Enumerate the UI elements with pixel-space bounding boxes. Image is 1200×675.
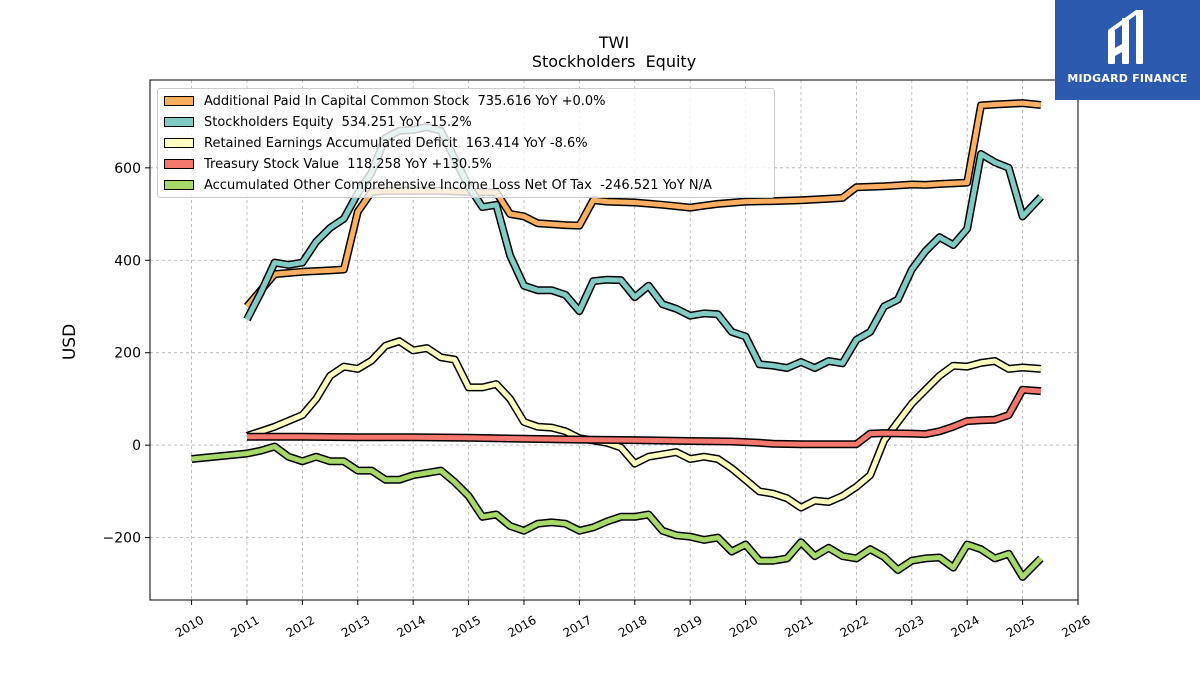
legend-swatch-apic <box>164 96 194 106</box>
brand-logo: MIDGARD FINANCE <box>1055 0 1200 100</box>
legend-item-stockholders-equity: Stockholders Equity 534.251 YoY -15.2% <box>164 114 472 130</box>
plot-frame <box>149 79 1079 601</box>
legend-swatch-stockholders-equity <box>164 117 194 127</box>
series-line-3 <box>247 387 1042 447</box>
brand-mark-icon <box>1108 10 1143 64</box>
legend-label-aoci: Accumulated Other Comprehensive Income L… <box>204 177 712 193</box>
y-axis-label: USD <box>60 324 80 360</box>
legend: Additional Paid In Capital Common Stock … <box>157 88 775 198</box>
y-tick-label: −200 <box>103 531 141 547</box>
legend-label-stockholders-equity: Stockholders Equity 534.251 YoY -15.2% <box>204 114 472 130</box>
chart-subtitle: Stockholders Equity <box>532 52 696 71</box>
legend-item-retained-earnings: Retained Earnings Accumulated Deficit 16… <box>164 135 588 151</box>
y-tick-label: 200 <box>114 346 141 362</box>
series-line-2 <box>246 338 1042 511</box>
legend-swatch-aoci <box>164 180 194 190</box>
brand-name: MIDGARD FINANCE <box>1067 72 1188 85</box>
legend-item-treasury-stock: Treasury Stock Value 118.258 YoY +130.5% <box>164 156 492 172</box>
legend-label-treasury-stock: Treasury Stock Value 118.258 YoY +130.5% <box>204 156 492 172</box>
legend-item-apic: Additional Paid In Capital Common Stock … <box>164 93 606 109</box>
y-tick-label: 400 <box>114 253 141 269</box>
legend-swatch-treasury-stock <box>164 159 194 169</box>
legend-swatch-retained-earnings <box>164 138 194 148</box>
series-line-4 <box>191 444 1043 580</box>
y-tick-label: 0 <box>132 438 141 454</box>
legend-item-aoci: Accumulated Other Comprehensive Income L… <box>164 177 712 193</box>
legend-label-retained-earnings: Retained Earnings Accumulated Deficit 16… <box>204 135 588 151</box>
chart-title: TWI <box>598 33 629 52</box>
y-tick-label: 600 <box>114 161 141 177</box>
y-axis-ticks: −200 0 200 400 600 <box>103 161 150 547</box>
legend-label-apic: Additional Paid In Capital Common Stock … <box>204 93 606 109</box>
